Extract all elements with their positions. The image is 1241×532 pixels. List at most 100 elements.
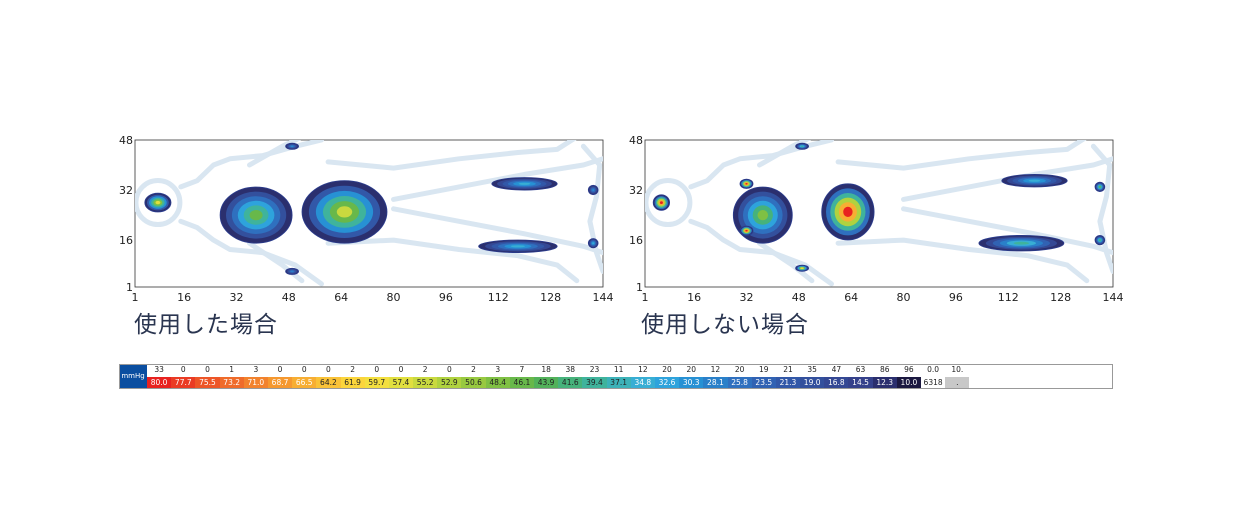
legend-cells: 33 80.0 0 77.7 0 75.5 1 73.2 3 71.0 0 68.7 0 66.5 0 64.…	[147, 364, 970, 389]
legend-cell: 0 64.2	[316, 364, 341, 389]
pressure-blob	[795, 264, 810, 272]
pressure-contour	[155, 200, 161, 205]
pressure-contour	[745, 183, 748, 185]
pressure-contour	[510, 245, 525, 248]
legend-value: 37.1	[606, 377, 631, 389]
x-tick-label: 80	[387, 291, 401, 304]
legend-cell: 20 25.8	[727, 364, 752, 389]
legend-value: 59.7	[364, 377, 389, 389]
x-tick-label: 144	[593, 291, 614, 304]
x-tick-label: 144	[1103, 291, 1124, 304]
pressure-contour	[592, 242, 595, 244]
x-tick-label: 80	[897, 291, 911, 304]
legend-cell: 3 71.0	[243, 364, 268, 389]
legend-cell: 3 48.4	[485, 364, 510, 389]
pressure-contour	[659, 201, 663, 204]
legend-cell: 0.0 6318	[921, 364, 946, 389]
legend-cell: 0 68.7	[267, 364, 293, 389]
legend-cell: 11 37.1	[606, 364, 631, 389]
legend-value: 10.0	[896, 377, 921, 389]
legend-value: 61.9	[340, 377, 365, 389]
pressure-contour	[1013, 241, 1030, 245]
legend-value: 16.8	[824, 377, 849, 389]
x-tick-label: 64	[844, 291, 858, 304]
legend-count: 0	[388, 364, 414, 376]
legend-value: 66.5	[292, 377, 317, 389]
pressure-blob	[285, 267, 300, 275]
legend-count: 3	[243, 364, 268, 376]
x-tick-label: 32	[230, 291, 244, 304]
legend-cell: 2 61.9	[340, 364, 365, 389]
legend-cell: 20 30.3	[679, 364, 704, 389]
pressure-blob	[652, 194, 671, 211]
pressure-contour	[800, 267, 804, 269]
pressure-blob	[285, 142, 300, 150]
body-outline	[135, 140, 603, 287]
legend-value: 64.2	[316, 377, 341, 389]
legend-value: 48.4	[485, 377, 510, 389]
legend-unit: mmHg	[119, 364, 147, 389]
pressure-blob	[732, 186, 793, 244]
legend-count: 0	[437, 364, 462, 376]
legend-cell: 0 75.5	[195, 364, 220, 389]
legend-value: 77.7	[171, 377, 196, 389]
legend-cell: 19 23.5	[751, 364, 776, 389]
legend-count: 23	[582, 364, 607, 376]
legend-cell: 35 19.0	[800, 364, 825, 389]
legend-count: 47	[824, 364, 849, 376]
legend-value: 41.6	[558, 377, 583, 389]
legend-count: 0	[364, 364, 389, 376]
plot-frame	[644, 139, 1114, 288]
legend-count: 21	[775, 364, 801, 376]
heatmap-svg: 1 16 32 48 64 80 96 112 128 144 48 32 16 1	[629, 134, 1124, 304]
legend-value: 39.4	[582, 377, 607, 389]
legend-cell: 33 80.0	[147, 364, 172, 389]
legend-value: 68.7	[267, 377, 293, 389]
legend-cell: 0 66.5	[292, 364, 317, 389]
legend-count: 38	[558, 364, 583, 376]
legend-count: 35	[800, 364, 825, 376]
legend-cell: 10..	[945, 364, 970, 389]
legend-value: 73.2	[219, 377, 244, 389]
caption-with-use: 使用した場合	[134, 312, 278, 338]
x-tick-label: 48	[792, 291, 806, 304]
legend-cell: 12 34.8	[630, 364, 655, 389]
y-tick-label: 48	[119, 134, 133, 147]
legend-count: 19	[751, 364, 776, 376]
legend-count: 0	[316, 364, 341, 376]
legend-cell: 96 10.0	[896, 364, 921, 389]
pressure-blob	[795, 142, 810, 150]
x-tick-label: 16	[687, 291, 701, 304]
legend-value: 52.9	[437, 377, 462, 389]
heatmap-with-use: 1 16 32 48 64 80 96 112 128 144 48 32 16 1	[116, 130, 614, 315]
legend-count: 2	[340, 364, 365, 376]
pressure-contour	[336, 206, 353, 218]
pressure-blob	[1094, 181, 1106, 193]
legend-cell: 0 57.4	[388, 364, 414, 389]
x-tick-label: 96	[439, 291, 453, 304]
pressure-blob	[301, 180, 388, 244]
x-tick-label: 96	[949, 291, 963, 304]
x-tick-label: 112	[998, 291, 1019, 304]
pressure-contour	[290, 145, 294, 147]
legend-cell: 0 59.7	[364, 364, 389, 389]
heatmap-svg: 1 16 32 48 64 80 96 112 128 144 48 32 16 1	[119, 134, 614, 304]
legend-value: 50.6	[461, 377, 486, 389]
legend-count: 96	[896, 364, 921, 376]
y-tick-label: 16	[629, 234, 643, 247]
legend-count: 0	[292, 364, 317, 376]
legend-value: 21.3	[775, 377, 801, 389]
legend-value: 32.6	[654, 377, 680, 389]
pressure-contour	[518, 182, 531, 185]
legend-count: 11	[606, 364, 631, 376]
legend-count: 18	[534, 364, 559, 376]
legend-value: .	[945, 377, 970, 389]
legend-count: 3	[485, 364, 510, 376]
pressure-blob	[739, 178, 754, 189]
legend-cell: 0 52.9	[437, 364, 462, 389]
legend-value: 23.5	[751, 377, 776, 389]
pressure-blob	[821, 183, 875, 241]
legend-value: 43.9	[534, 377, 559, 389]
pressure-contour	[745, 229, 748, 232]
legend-count: 12	[703, 364, 728, 376]
